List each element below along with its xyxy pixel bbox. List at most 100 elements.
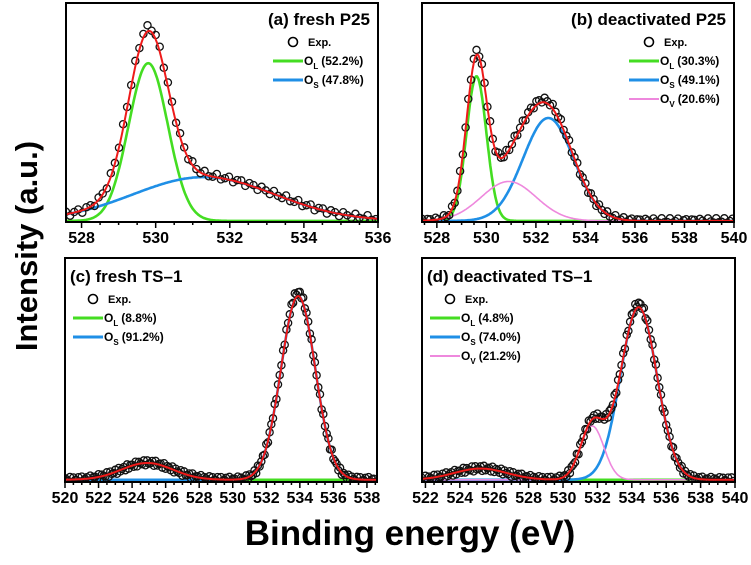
x-tick-label: 526 bbox=[481, 490, 508, 507]
legend-label-O_V: OV (20.6%) bbox=[660, 92, 720, 109]
legend-label-O_S: OS (49.1%) bbox=[660, 73, 720, 90]
x-tick-label: 538 bbox=[354, 490, 381, 507]
legend-label-main: O bbox=[104, 311, 113, 325]
legend: Exp.OL (8.8%)OS (91.2%) bbox=[73, 293, 164, 347]
x-tick-label: 532 bbox=[584, 490, 611, 507]
legend-label-sub: S bbox=[669, 81, 675, 90]
legend: Exp. OL (30.3%) OS (49.1%) OV (20.6%) bbox=[629, 36, 720, 109]
legend-label-sub: V bbox=[470, 357, 476, 366]
exp-point bbox=[676, 219, 685, 222]
legend-label-O_L: OL (8.8%) bbox=[104, 311, 157, 328]
x-tick-label: 536 bbox=[622, 230, 649, 247]
x-tick-label: 524 bbox=[446, 490, 473, 507]
plot-frame bbox=[421, 2, 735, 223]
legend-label-O_V: OV (21.2%) bbox=[461, 349, 521, 366]
exp-point bbox=[695, 214, 705, 222]
panel-b: 528 530 532 534 536 538 540 (b) deactivated P25… bbox=[421, 2, 747, 247]
legend-label-main: O bbox=[461, 311, 470, 325]
exp-point bbox=[622, 218, 631, 222]
exp-point bbox=[660, 217, 669, 222]
exp-point bbox=[422, 218, 429, 222]
exp-point bbox=[444, 210, 454, 220]
x-tick-label: 530 bbox=[219, 490, 246, 507]
x-tick-label: 534 bbox=[291, 230, 318, 247]
exp-point bbox=[184, 154, 193, 164]
exp-point bbox=[521, 116, 530, 125]
exp-point bbox=[362, 477, 372, 482]
exp-point bbox=[255, 462, 264, 471]
exp-point bbox=[627, 214, 636, 222]
x-tick-label: 528 bbox=[186, 490, 213, 507]
fit-curve bbox=[65, 295, 377, 481]
x-tick-label: 528 bbox=[424, 230, 451, 247]
fit-curve bbox=[422, 306, 735, 481]
legend-label-main: O bbox=[304, 73, 313, 87]
legend-label-O_S: OS (91.2%) bbox=[104, 330, 164, 347]
plot-area bbox=[66, 21, 378, 222]
panel-title: (b) deactivated P25 bbox=[571, 10, 726, 29]
legend: Exp.OL (4.8%)OS (74.0%)OV (21.2%) bbox=[430, 293, 521, 366]
x-tick-label: 524 bbox=[119, 490, 146, 507]
exp-point bbox=[507, 472, 516, 481]
panel-c: 520 522 524 526 528 530 532 534 536 538 (c) fresh … bbox=[52, 257, 381, 507]
exp-point bbox=[529, 104, 538, 113]
x-tick-label: 534 bbox=[618, 490, 645, 507]
exp-point bbox=[477, 466, 487, 476]
panel-title: (c) fresh TS–1 bbox=[70, 267, 182, 286]
x-tick-label: 530 bbox=[550, 490, 577, 507]
exp-point bbox=[306, 200, 315, 209]
exp-point bbox=[422, 214, 427, 222]
legend-label-sub: S bbox=[313, 81, 319, 90]
exp-point bbox=[641, 214, 650, 222]
x-tick-label: 528 bbox=[68, 230, 95, 247]
legend-exp-label: Exp. bbox=[465, 294, 488, 306]
x-tick-label: 522 bbox=[85, 490, 112, 507]
exp-point bbox=[569, 460, 578, 469]
legend-label-sub: L bbox=[669, 62, 674, 71]
exp-point bbox=[78, 208, 87, 217]
component-curve-O_L bbox=[66, 61, 378, 222]
x-tick-label: 536 bbox=[653, 490, 680, 507]
exp-point bbox=[367, 215, 376, 222]
legend-label-percent: (52.2%) bbox=[321, 54, 363, 68]
x-tick-label: 538 bbox=[687, 490, 714, 507]
component-curve-O_V bbox=[422, 180, 734, 222]
plot-frame bbox=[65, 2, 379, 223]
exp-point bbox=[709, 218, 718, 222]
legend-label-sub: S bbox=[470, 338, 476, 347]
exp-point bbox=[630, 218, 639, 222]
legend-label-main: O bbox=[461, 349, 470, 363]
plot-frame bbox=[421, 257, 736, 483]
legend-label-main: O bbox=[660, 73, 669, 87]
legend-label-sub: S bbox=[113, 338, 119, 347]
panel-d: 522 524 526 528 530 532 534 536 538 540 (d) deacti… bbox=[412, 257, 748, 507]
exp-point bbox=[558, 472, 568, 481]
exp-point bbox=[577, 437, 587, 447]
exp-point bbox=[147, 456, 157, 466]
x-tick-label: 536 bbox=[320, 490, 347, 507]
exp-point bbox=[619, 213, 628, 222]
legend-exp-marker bbox=[643, 36, 655, 48]
legend-label-percent: (21.2%) bbox=[479, 349, 521, 363]
x-tick-label: 532 bbox=[216, 230, 243, 247]
legend-label-O_L: OL (30.3%) bbox=[660, 54, 719, 71]
legend-label-O_S: OS (74.0%) bbox=[461, 330, 521, 347]
legend-label-percent: (74.0%) bbox=[479, 330, 521, 344]
exp-point bbox=[505, 467, 514, 476]
legend-exp-label: Exp. bbox=[664, 37, 687, 49]
fit-curve bbox=[66, 29, 378, 220]
exp-point bbox=[310, 206, 319, 215]
exp-point bbox=[513, 131, 522, 140]
exp-point bbox=[701, 218, 710, 222]
legend-label-main: O bbox=[304, 54, 313, 68]
x-tick-label: 534 bbox=[286, 490, 313, 507]
x-tick-label: 534 bbox=[572, 230, 599, 247]
legend-label-sub: L bbox=[113, 319, 118, 328]
legend-exp-marker bbox=[287, 36, 299, 48]
exp-point bbox=[687, 475, 697, 482]
legend-label-sub: L bbox=[313, 62, 318, 71]
exp-point bbox=[422, 476, 428, 482]
x-tick-label: 528 bbox=[515, 490, 542, 507]
exp-point bbox=[728, 214, 734, 222]
